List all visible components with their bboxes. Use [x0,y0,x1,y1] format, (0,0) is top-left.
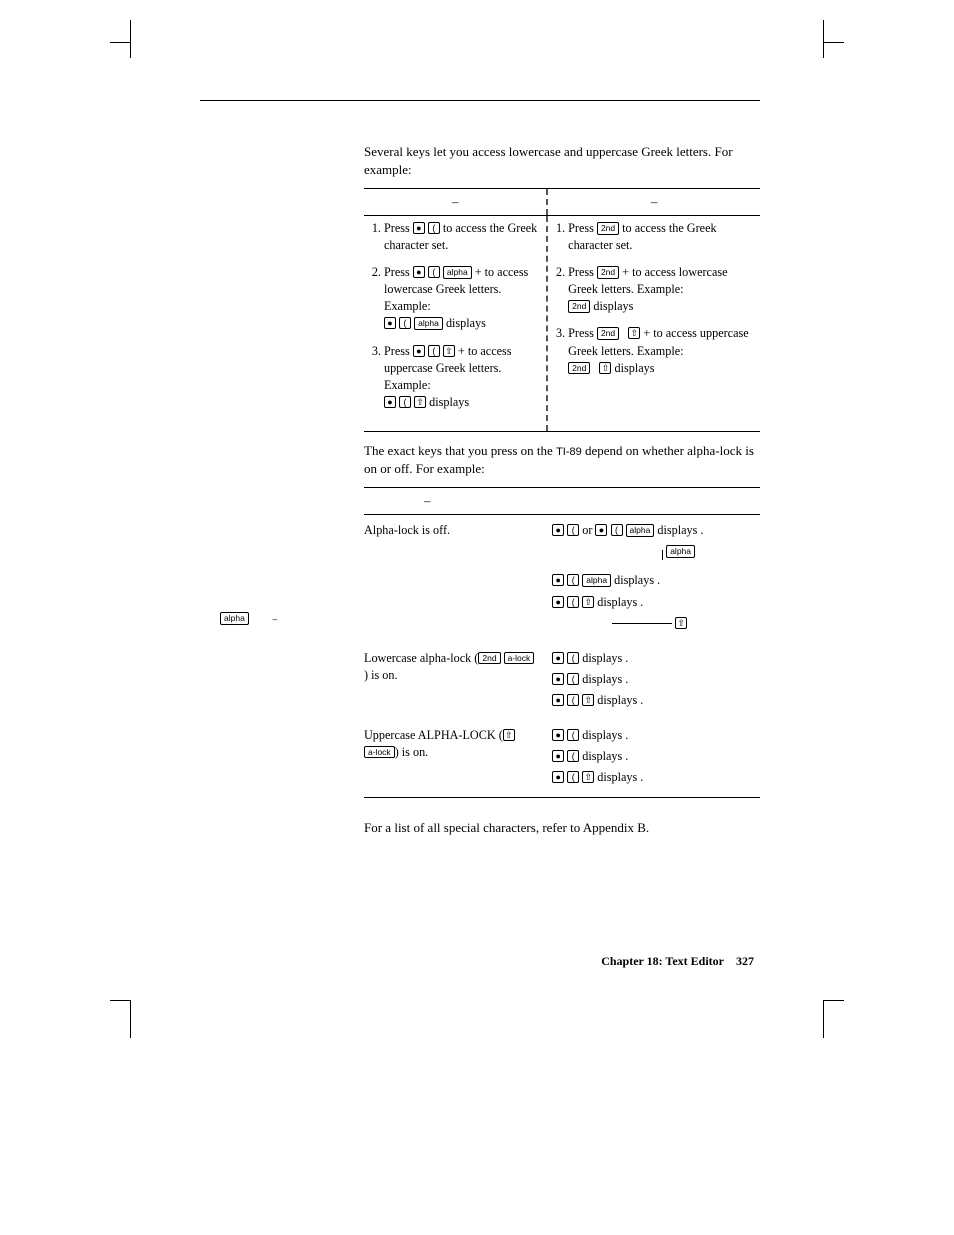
tbl2-hdr: – [364,488,760,514]
tbl2-row1-content: ● ( displays . ● ( displays . ● ( ⇧ disp… [546,650,760,713]
tbl1-bottom [364,431,760,432]
key-dot: ● [413,222,425,234]
page-footer: Chapter 18: Text Editor 327 [601,954,754,969]
tbl1-hdr-right: – [546,189,760,215]
greek-keys-table: – – Press ● ( to access the Greek charac… [364,188,760,432]
key-2nd: 2nd [597,222,619,235]
intro-text: Several keys let you access lowercase an… [364,143,760,178]
key-paren: ( [428,222,440,234]
alpha-lock-table: – Alpha-lock is off. ● ( or ● ( alpha di… [364,487,760,798]
t1r-step2: Press 2nd + to access lowercase Greek le… [568,264,760,315]
ti89-label: TI-89 [556,446,582,458]
tbl1-right: Press 2nd to access the Greek character … [546,216,760,431]
sidebar-note: alpha – [220,612,277,625]
footer-chapter: Chapter 18: Text Editor [601,954,724,968]
tbl2-row0-content: ● ( or ● ( alpha displays . alpha ● ( al… [546,522,760,635]
rule-top [200,100,760,101]
tbl2-row0-label: Alpha-lock is off. [364,522,546,635]
tbl2-bottom [364,797,760,798]
footnote: For a list of all special characters, re… [364,820,760,836]
footer-page: 327 [736,954,754,968]
tbl2-row2-content: ● ( displays . ● ( displays . ● ( ⇧ disp… [546,727,760,790]
tbl2-row2-label: Uppercase ALPHA-LOCK (⇧ a-lock) is on. [364,727,546,790]
t1r-step3: Press 2nd ⇧ + to access uppercase Greek … [568,325,760,376]
t1l-step3: Press ● ( ⇧ + to access uppercase Greek … [384,343,546,411]
intro2: The exact keys that you press on the TI-… [364,442,760,477]
t1l-step1: Press ● ( to access the Greek character … [384,220,546,254]
tbl1-hdr-left: – [364,189,546,215]
t1l-step2: Press ● ( alpha + to access lowercase Gr… [384,264,546,332]
tbl1-left: Press ● ( to access the Greek character … [364,216,546,431]
tbl2-row0: Alpha-lock is off. ● ( or ● ( alpha disp… [364,515,760,642]
tbl2-row2: Uppercase ALPHA-LOCK (⇧ a-lock) is on. ●… [364,720,760,797]
tbl2-row1: Lowercase alpha-lock (2nd a-lock) is on.… [364,643,760,720]
tbl2-row1-label: Lowercase alpha-lock (2nd a-lock) is on. [364,650,546,713]
page-content: Several keys let you access lowercase an… [200,100,760,836]
t1r-step1: Press 2nd to access the Greek character … [568,220,760,254]
